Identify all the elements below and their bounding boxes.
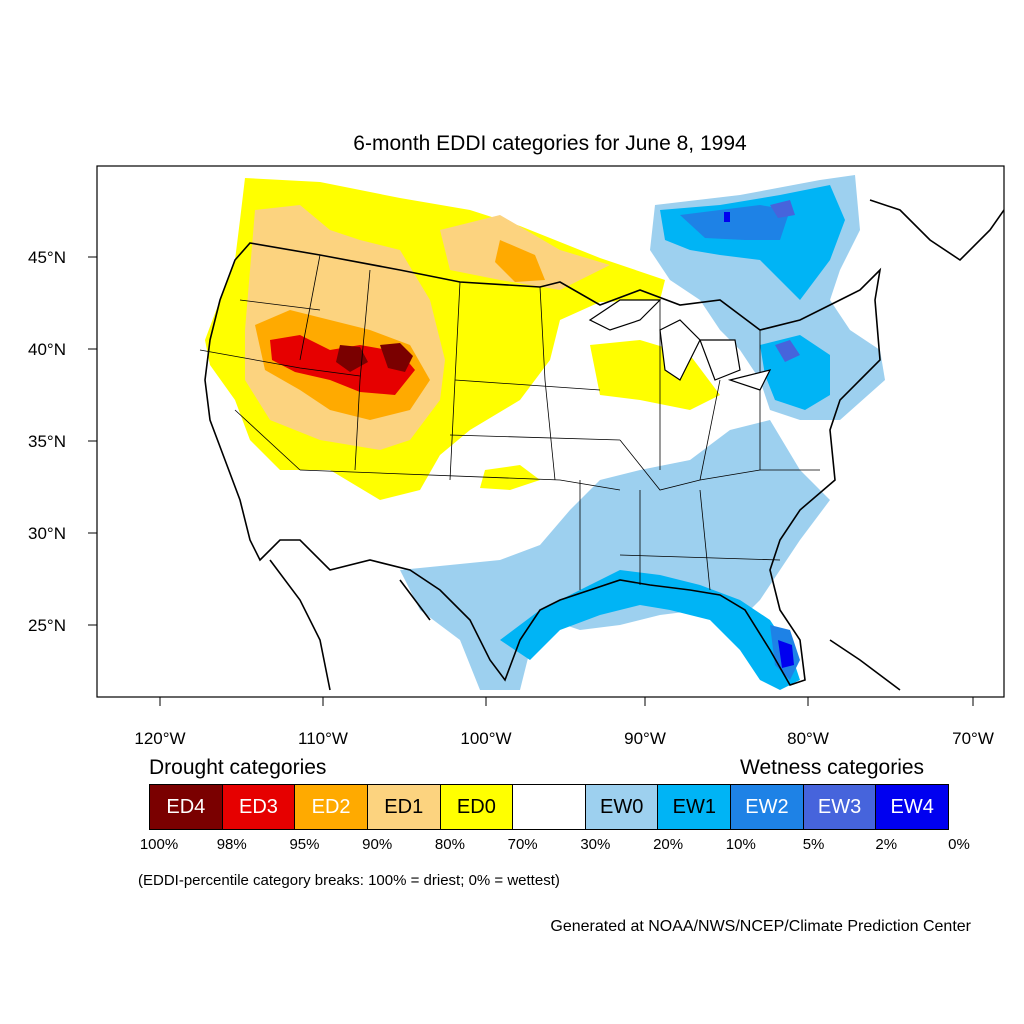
legend-cell-neutral — [513, 785, 586, 829]
legend-break-label: 2% — [875, 836, 898, 853]
ed4-region — [336, 343, 413, 372]
latitude-axis: 45°N 40°N 35°N 30°N 25°N — [28, 248, 97, 635]
legend-break-label: 90% — [362, 836, 393, 853]
lon-label: 80°W — [787, 729, 829, 748]
us-outline — [204, 242, 882, 686]
canada-coast — [869, 199, 1004, 262]
ew2-region — [680, 205, 790, 240]
lat-label: 25°N — [28, 616, 66, 635]
great-lakes — [588, 299, 772, 391]
legend-cell-ed1: ED1 — [367, 785, 441, 829]
legend-cell-ew2: EW2 — [731, 785, 804, 829]
legend-break-label: 0% — [948, 836, 970, 853]
legend-cell-ed0: ED0 — [440, 785, 514, 829]
legend-cell-ed3: ED3 — [222, 785, 296, 829]
legend-break-labels: 100% 98% 95% 90% 80% 70% 30% 20% 10% 5% 2% 0% — [0, 836, 1024, 856]
legend-cell-ew1: EW1 — [658, 785, 732, 829]
legend-cell-ed4: ED4 — [150, 785, 223, 829]
legend-cell-ew0: EW0 — [585, 785, 659, 829]
ew0-region-south — [400, 420, 830, 690]
lon-label: 70°W — [952, 729, 994, 748]
ed0-region-plains — [480, 465, 540, 490]
ed2-region-north — [495, 240, 545, 282]
mexico-coast — [269, 559, 901, 691]
category-breaks-note: (EDDI-percentile category breaks: 100% =… — [138, 872, 560, 889]
longitude-axis: 120°W 110°W 100°W 90°W 80°W 70°W — [134, 697, 994, 748]
map-title: 6-month EDDI categories for June 8, 1994 — [353, 132, 747, 155]
lon-label: 120°W — [134, 729, 185, 748]
legend-break-label: 30% — [580, 836, 611, 853]
lat-label: 30°N — [28, 524, 66, 543]
map-frame — [96, 165, 1005, 698]
legend-break-label: 20% — [653, 836, 684, 853]
lat-label: 40°N — [28, 340, 66, 359]
legend-break-label: 100% — [139, 836, 179, 853]
legend-break-label: 70% — [507, 836, 538, 853]
legend-cell-ew4: EW4 — [876, 785, 949, 829]
lon-label: 110°W — [298, 729, 348, 748]
wetness-categories-title: Wetness categories — [740, 756, 925, 779]
legend-cell-ew3: EW3 — [803, 785, 877, 829]
legend-break-label: 5% — [802, 836, 825, 853]
drought-categories-title: Drought categories — [149, 756, 327, 779]
legend-break-label: 80% — [434, 836, 465, 853]
lon-label: 100°W — [460, 729, 511, 748]
credit-line: Generated at NOAA/NWS/NCEP/Climate Predi… — [550, 918, 971, 935]
legend-break-label: 98% — [216, 836, 247, 853]
legend-break-label: 10% — [725, 836, 756, 853]
lat-label: 45°N — [28, 248, 66, 267]
category-legend-bar: ED4 ED3 ED2 ED1 ED0 EW0 EW1 EW2 EW3 EW4 — [149, 784, 949, 830]
ed0-region-midwest — [590, 340, 720, 410]
ew1-region-gulf — [500, 570, 800, 690]
ew1-region-east — [760, 335, 830, 410]
legend-cell-ed2: ED2 — [295, 785, 368, 829]
lon-label: 90°W — [624, 729, 666, 748]
lat-label: 35°N — [28, 432, 66, 451]
state-borders — [199, 254, 820, 591]
legend-break-label: 95% — [289, 836, 320, 853]
